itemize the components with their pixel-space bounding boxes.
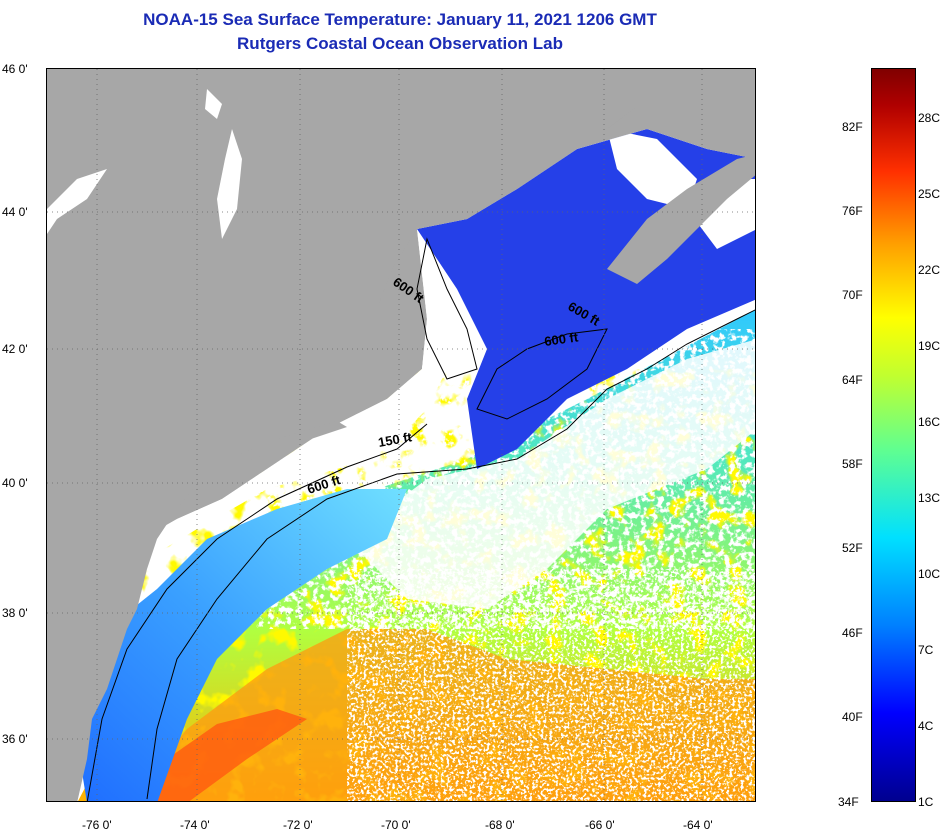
lon-label: -66 0' <box>585 818 615 832</box>
colorbar-c-label: 28C <box>918 111 941 125</box>
colorbar-f-label: 64F <box>842 373 863 387</box>
colorbar-f-label: 46F <box>842 626 863 640</box>
temperature-colorbar <box>871 68 916 802</box>
lat-label: 38 0' <box>2 606 28 620</box>
sst-map-canvas: 600 ft 600 ft 600 ft 150 ft 600 ft <box>47 69 755 801</box>
map-title: NOAA-15 Sea Surface Temperature: January… <box>143 10 657 29</box>
lat-label: 36 0' <box>2 732 28 746</box>
colorbar-c-label: 16C <box>918 415 941 429</box>
colorbar-f-label: 40F <box>842 710 863 724</box>
contour-label: 150 ft <box>377 429 414 450</box>
colorbar-f-label: 34F <box>838 795 859 809</box>
lat-label: 40 0' <box>2 476 28 490</box>
lon-label: -64 0' <box>683 818 713 832</box>
colorbar-f-label: 52F <box>842 541 863 555</box>
colorbar-f-label: 58F <box>842 457 863 471</box>
lon-label: -70 0' <box>381 818 411 832</box>
colorbar-c-label: 25C <box>918 187 941 201</box>
colorbar-f-label: 76F <box>842 204 863 218</box>
colorbar-c-label: 19C <box>918 339 941 353</box>
lat-label: 42 0' <box>2 342 28 356</box>
colorbar-f-label: 82F <box>842 120 863 134</box>
colorbar-c-label: 10C <box>918 567 941 581</box>
colorbar-c-label: 13C <box>918 491 941 505</box>
colorbar-f-label: 70F <box>842 288 863 302</box>
sst-map: 600 ft 600 ft 600 ft 150 ft 600 ft <box>46 68 756 802</box>
lon-label: -72 0' <box>283 818 313 832</box>
contour-label: 600 ft <box>543 329 579 349</box>
lon-label: -74 0' <box>180 818 210 832</box>
lon-label: -68 0' <box>485 818 515 832</box>
colorbar-c-label: 22C <box>918 263 941 277</box>
colorbar-c-label: 1C <box>918 795 934 809</box>
lat-label: 46 0' <box>2 62 28 76</box>
map-subtitle: Rutgers Coastal Ocean Observation Lab <box>237 34 563 53</box>
colorbar-c-label: 4C <box>918 719 934 733</box>
lat-label: 44 0' <box>2 205 28 219</box>
colorbar-c-label: 7C <box>918 643 934 657</box>
lon-label: -76 0' <box>82 818 112 832</box>
contour-label: 600 ft <box>390 274 427 306</box>
